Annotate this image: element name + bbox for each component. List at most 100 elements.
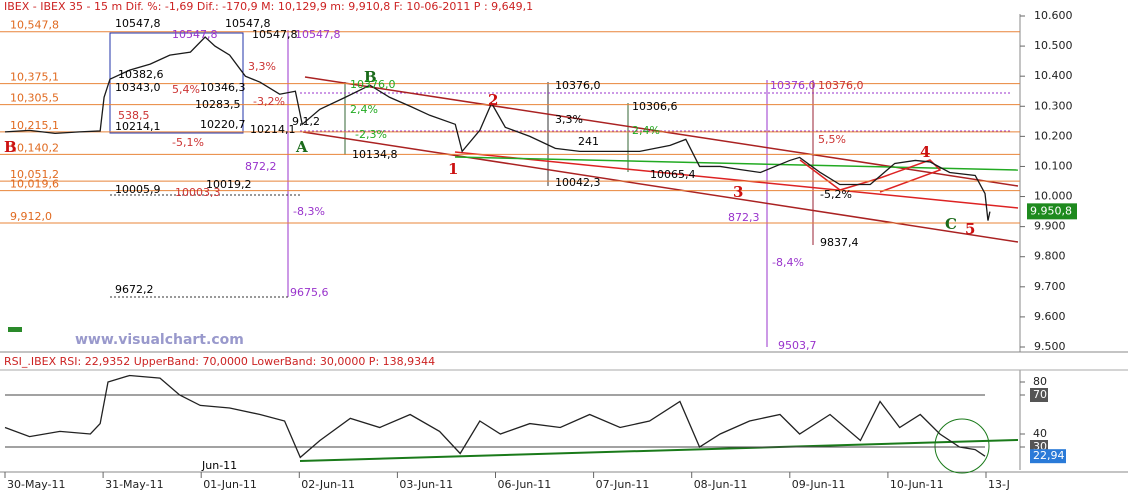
x-tick-label: 08-Jun-11 <box>694 478 748 491</box>
trend-line <box>454 156 1019 171</box>
y-tick-label: 10.300 <box>1034 99 1073 112</box>
annotation: 10547,8 <box>295 28 341 41</box>
annotation: -5,1% <box>172 136 204 149</box>
annotation: 10283,5 <box>195 98 241 111</box>
y-tick-label: 10.400 <box>1034 69 1073 82</box>
rsi-last-box <box>1030 449 1066 464</box>
x-tick-label: 09-Jun-11 <box>792 478 846 491</box>
annotation: 3,3% <box>555 113 583 126</box>
x-tick-label: 31-May-11 <box>105 478 163 491</box>
annotation: 10547,8 <box>252 28 298 41</box>
rsi-tick-box <box>1030 388 1048 402</box>
level-label: 10,215,1 <box>10 119 59 132</box>
annotation: 872,3 <box>728 211 760 224</box>
wave-label: 1 <box>448 160 458 178</box>
wave-label: A <box>295 138 308 156</box>
y-tick-label: 9.600 <box>1034 310 1066 323</box>
x-tick-label: 01-Jun-11 <box>203 478 257 491</box>
annotation: 10376,0 <box>818 79 864 92</box>
annotation: 10547,8 <box>225 17 271 30</box>
annotation: 9672,2 <box>115 283 154 296</box>
x-tick-label: 30-May-11 <box>7 478 65 491</box>
x-tick-label: 03-Jun-11 <box>399 478 453 491</box>
rsi-title: RSI_.IBEX RSI: 22,9352 UpperBand: 70,000… <box>4 355 435 368</box>
wave-label: B <box>364 68 377 86</box>
x-tick-label: 07-Jun-11 <box>596 478 650 491</box>
wave-label: 2 <box>488 91 498 109</box>
annotation: 10003,3 <box>175 186 221 199</box>
level-label: 10,051,2 <box>10 168 59 181</box>
annotation: 3,3% <box>248 60 276 73</box>
rsi-last-label: 22,94 <box>1033 449 1065 462</box>
annotation: 2,4% <box>350 103 378 116</box>
annotation: 10042,3 <box>555 176 601 189</box>
annotation: 9503,7 <box>778 339 817 352</box>
annotation: 10019,2 <box>206 178 252 191</box>
trend-line <box>454 151 1019 209</box>
chart-title: IBEX - IBEX 35 - 15 m Dif. %: -1,69 Dif.… <box>4 0 533 13</box>
annotation: 10220,7 <box>200 118 246 131</box>
annotation: 10306,6 <box>632 100 678 113</box>
watermark: www.visualchart.com <box>75 332 244 348</box>
last-price-box <box>1027 203 1077 220</box>
annotation: 10214,1 <box>250 123 296 136</box>
level-label: 10,140,2 <box>10 141 59 154</box>
rsi-tick-label: 70 <box>1033 388 1047 401</box>
annotation: 10547,8 <box>172 28 218 41</box>
y-tick-label: 10.600 <box>1034 9 1073 22</box>
level-label: 10,019,6 <box>10 178 59 191</box>
annotation: 10376,0 <box>555 79 601 92</box>
annotation: 5,4% <box>172 83 200 96</box>
wave-label: 5 <box>965 220 975 238</box>
level-label: 10,547,8 <box>10 19 59 32</box>
header-bar <box>0 0 1128 13</box>
annotation: 10065,4 <box>650 168 696 181</box>
x-tick-label: 13-J <box>988 478 1010 491</box>
price-line <box>4 374 986 459</box>
y-tick-label: 9.900 <box>1034 220 1066 233</box>
level-label: 10,375,1 <box>10 71 59 84</box>
y-tick-label: 9.800 <box>1034 250 1066 263</box>
annotation: 2,4% <box>632 124 660 137</box>
y-tick-label: 9.500 <box>1034 340 1066 353</box>
marker <box>8 327 22 332</box>
annotation: -5,2% <box>820 188 852 201</box>
y-tick-label: 10.100 <box>1034 159 1073 172</box>
annotation: 10376,0 <box>350 78 396 91</box>
rsi-trend-line <box>299 439 1019 462</box>
annotation: 10382,6 <box>118 68 164 81</box>
wave-label: 3 <box>733 183 743 201</box>
annotation: 872,2 <box>245 160 277 173</box>
wave-label: B <box>4 138 17 156</box>
range-box <box>109 32 244 134</box>
month-label: Jun-11 <box>201 459 237 472</box>
y-tick-label: 10.200 <box>1034 129 1073 142</box>
y-tick-label: 9.700 <box>1034 280 1066 293</box>
rsi-circle <box>934 418 990 474</box>
annotation: 10547,8 <box>115 17 161 30</box>
wave-label: C <box>945 215 957 233</box>
x-tick-label: 10-Jun-11 <box>890 478 944 491</box>
annotation: -2,3% <box>355 128 387 141</box>
annotation: 10005,9 <box>115 183 161 196</box>
last-price-label: 9.950,8 <box>1030 204 1072 217</box>
wave-label: 4 <box>920 143 930 161</box>
y-tick-label: 10.000 <box>1034 190 1073 203</box>
rsi-tick-label: 80 <box>1033 375 1047 388</box>
annotation: 9,1,2 <box>292 115 320 128</box>
x-tick-label: 02-Jun-11 <box>301 478 355 491</box>
annotation: -3,2% <box>253 95 285 108</box>
annotation: 9675,6 <box>290 286 329 299</box>
channel-line <box>302 131 1019 243</box>
annotation: -8,4% <box>772 256 804 269</box>
annotation: -8,3% <box>293 205 325 218</box>
y-tick-label: 10.500 <box>1034 39 1073 52</box>
level-label: 9,912,0 <box>10 210 52 223</box>
level-label: 10,305,5 <box>10 92 59 105</box>
annotation: 10214,1 <box>115 120 161 133</box>
price-line <box>4 36 991 221</box>
annotation: 9837,4 <box>820 236 859 249</box>
triangle <box>799 159 942 193</box>
